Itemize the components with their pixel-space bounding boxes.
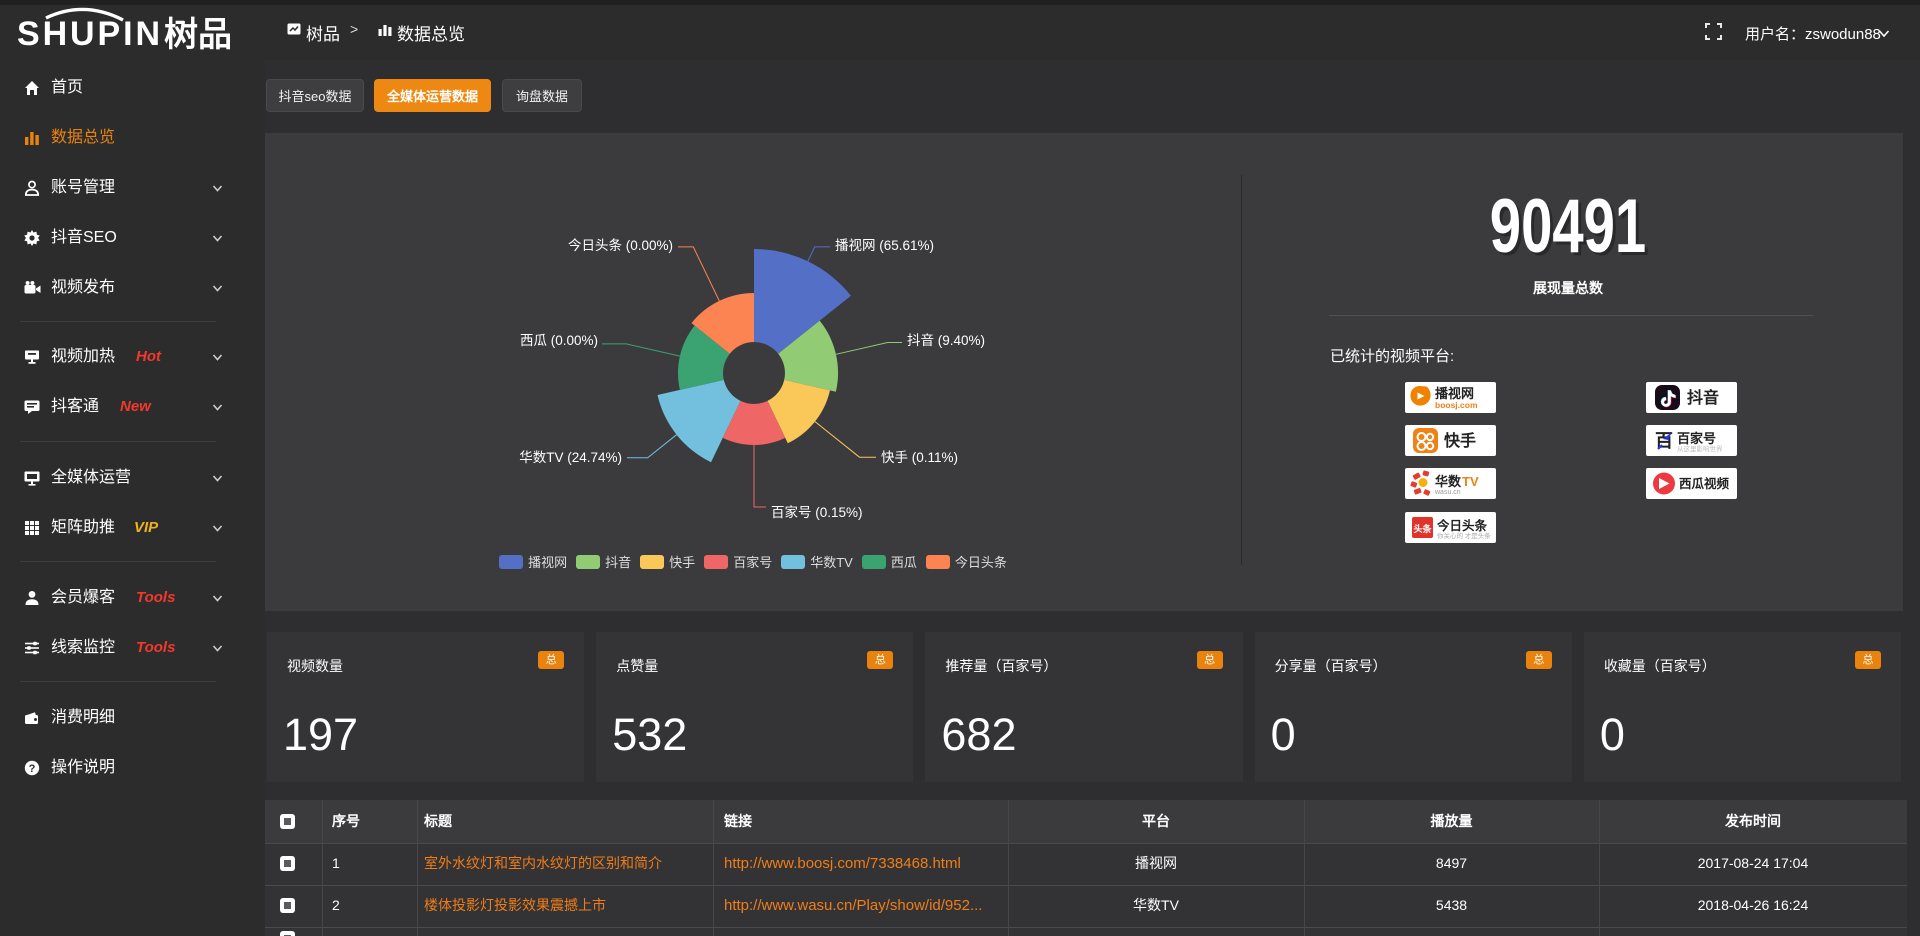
svg-text:树品: 树品 [164, 16, 232, 54]
svg-text:播视网 (65.61%): 播视网 (65.61%) [835, 238, 934, 253]
svg-text:TV: TV [1462, 474, 1479, 489]
svg-text:从这里影响世界: 从这里影响世界 [1677, 444, 1723, 453]
svg-text:SHUPIN: SHUPIN [17, 15, 160, 53]
svg-text:抖音 (9.40%): 抖音 (9.40%) [907, 332, 985, 348]
svg-text:华数: 华数 [1435, 474, 1462, 489]
svg-text:百家号: 百家号 [1677, 431, 1716, 446]
svg-text:今日头条: 今日头条 [1436, 518, 1488, 533]
svg-text:百家号 (0.15%): 百家号 (0.15%) [771, 504, 863, 520]
svg-text:boosj.com: boosj.com [1435, 400, 1478, 410]
svg-text:今日头条 (0.00%): 今日头条 (0.00%) [568, 237, 673, 253]
svg-text:快手 (0.11%): 快手 (0.11%) [881, 450, 958, 465]
svg-text:?: ? [29, 763, 36, 775]
svg-text:抖音: 抖音 [1687, 388, 1719, 407]
svg-text:wasu.cn: wasu.cn [1434, 489, 1461, 496]
svg-text:快手: 快手 [1444, 431, 1476, 450]
svg-text:西瓜视频: 西瓜视频 [1679, 476, 1730, 491]
svg-text:播视网: 播视网 [1435, 386, 1474, 401]
svg-text:你关心的 才是头条: 你关心的 才是头条 [1437, 531, 1491, 540]
svg-text:华数TV (24.74%): 华数TV (24.74%) [519, 450, 622, 465]
svg-text:西瓜 (0.00%): 西瓜 (0.00%) [520, 333, 598, 348]
svg-text:头条: 头条 [1413, 523, 1432, 534]
